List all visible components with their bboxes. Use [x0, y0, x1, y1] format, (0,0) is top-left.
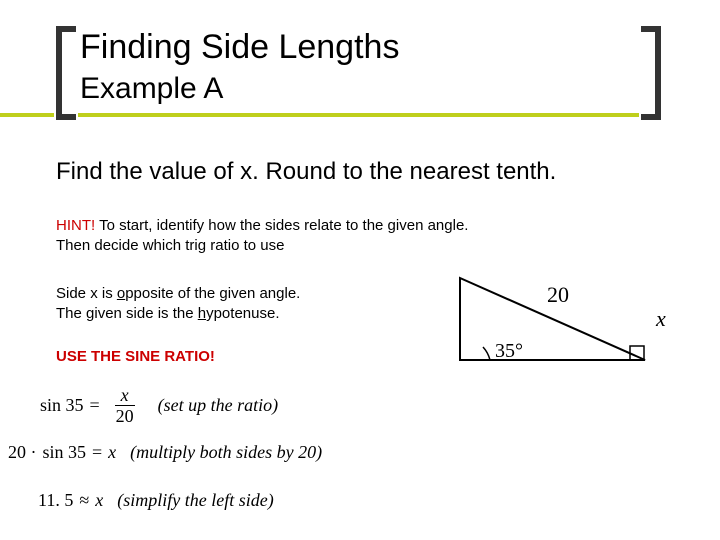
triangle-diagram: 20 35° x: [450, 262, 680, 382]
eq1-num: x: [115, 386, 135, 406]
title-bracket-right: [641, 26, 661, 120]
eq2-pre: 20 ·: [8, 442, 37, 463]
ratio-instruction: USE THE SINE RATIO!: [56, 348, 215, 365]
hyp-label: 20: [547, 282, 569, 307]
hint-text-2: Then decide which trig ratio to use: [56, 237, 284, 254]
angle-label: 35°: [495, 340, 523, 362]
eq3-approx: ≈: [79, 490, 89, 511]
eq2-eq: =: [92, 442, 102, 463]
side-description: Side x is opposite of the given angle. T…: [56, 284, 300, 323]
page-subtitle: Example A: [80, 72, 223, 106]
eq1-note: (set up the ratio): [158, 395, 278, 416]
eq1-fraction: x 20: [110, 386, 140, 425]
equation-1: sin 35 = x 20 (set up the ratio): [40, 386, 278, 425]
eq3-rhs: x: [95, 490, 103, 511]
problem-text: Find the value of x. Round to the neares…: [56, 158, 556, 186]
underline-opposite: o: [117, 285, 125, 302]
eq1-den: 20: [110, 406, 140, 425]
hint-text-1: To start, identify how the sides relate …: [95, 217, 468, 234]
hint-label: HINT!: [56, 217, 95, 234]
title-bracket-left: [56, 26, 76, 120]
eq2-mid: sin 35: [43, 442, 87, 463]
eq2-rhs: x: [108, 442, 116, 463]
underline-hypotenuse: h: [198, 305, 206, 322]
eq3-note: (simplify the left side): [117, 490, 273, 511]
equation-2: 20 · sin 35 = x (multiply both sides by …: [8, 442, 322, 463]
eq3-answer: 11. 5: [38, 490, 73, 511]
eq1-eq: =: [90, 395, 100, 416]
accent-line-mid: [78, 113, 639, 117]
eq1-lhs: sin 35: [40, 395, 84, 416]
page-title: Finding Side Lengths: [80, 28, 399, 67]
accent-line-left: [0, 113, 54, 117]
hint-block: HINT! To start, identify how the sides r…: [56, 216, 468, 255]
x-label: x: [655, 306, 666, 331]
eq2-note: (multiply both sides by 20): [130, 442, 322, 463]
equation-3: 11. 5 ≈ x (simplify the left side): [38, 490, 274, 511]
